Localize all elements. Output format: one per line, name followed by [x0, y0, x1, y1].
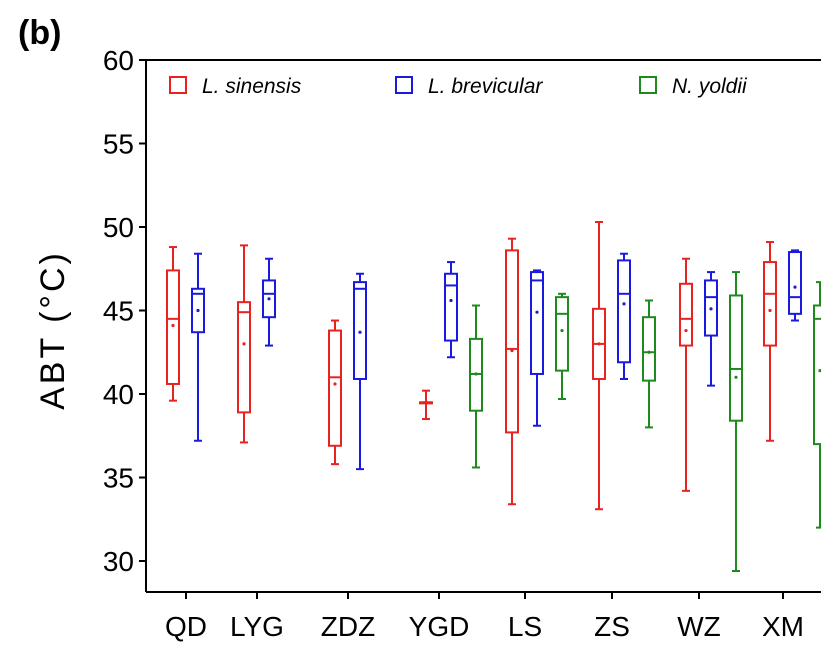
box-series [166, 220, 777, 511]
box-mark [592, 220, 606, 511]
y-tick-label: 30 [103, 546, 134, 577]
box-mark [353, 272, 367, 471]
box-mark [788, 249, 802, 322]
box-mark [328, 319, 342, 466]
axes: 30 35 40 45 50 55 60 QD LYG ZDZ YGD LS ZS WZ XM [103, 45, 821, 642]
mean-point [535, 310, 539, 314]
box-series [469, 271, 821, 573]
legend-swatch [169, 76, 187, 94]
mean-point [171, 323, 175, 328]
box-iqr [617, 259, 631, 364]
mean-point [793, 285, 797, 289]
box-iqr [530, 271, 544, 375]
mean-point [242, 342, 246, 346]
box-mark [617, 252, 631, 380]
box-mark [704, 271, 718, 387]
box-mark [262, 257, 276, 347]
y-tick-label: 35 [103, 463, 134, 494]
box-iqr [813, 304, 821, 446]
x-tick-label: WZ [677, 611, 721, 642]
box-iqr [788, 251, 802, 315]
box-iqr [328, 329, 342, 447]
panel-label: (b) [18, 14, 62, 52]
x-tick-label: LYG [230, 611, 284, 642]
box-mark [530, 269, 544, 427]
box-mark [729, 271, 743, 573]
mean-point [768, 308, 772, 313]
y-tick-label: 55 [103, 129, 134, 160]
x-tick-label: QD [165, 611, 207, 642]
y-tick-label: 40 [103, 379, 134, 410]
mean-point [560, 328, 564, 333]
box-mark [237, 244, 251, 444]
legend-swatch [639, 76, 657, 94]
box-iqr [679, 282, 693, 347]
mean-point [734, 375, 738, 379]
box-iqr [704, 279, 718, 337]
legend-label: L. sinensis [202, 75, 302, 98]
box-iqr [729, 294, 743, 422]
box-series-group [166, 220, 821, 573]
box-series [191, 249, 802, 471]
y-tick-label: 45 [103, 296, 134, 327]
mean-point [622, 302, 626, 306]
mean-point [684, 328, 688, 333]
x-tick-label: YGD [409, 611, 470, 642]
mean-point [818, 369, 821, 373]
box-iqr [642, 316, 656, 382]
legend: L. sinensis L. brevicular N. yoldii [169, 75, 748, 98]
mean-point [647, 350, 651, 354]
mean-point [597, 342, 601, 346]
box-iqr [237, 301, 251, 414]
legend-label: L. brevicular [428, 75, 543, 98]
mean-point [267, 297, 271, 301]
mean-point [709, 307, 713, 311]
legend-swatch [395, 76, 413, 94]
box-iqr [444, 272, 458, 342]
mean-point [358, 330, 362, 334]
box-mark [642, 299, 656, 429]
box-mark [505, 237, 519, 506]
box-mark [813, 281, 821, 529]
y-tick-label: 60 [103, 45, 134, 76]
box-mark [469, 304, 483, 469]
box-iqr [262, 279, 276, 319]
box-mark [166, 246, 180, 402]
mean-point [510, 348, 514, 353]
mean-point [474, 372, 478, 376]
y-tick-label: 50 [103, 212, 134, 243]
y-axis-label: ABT (°C) [34, 250, 72, 410]
legend-label: N. yoldii [672, 75, 748, 98]
box-iqr [763, 261, 777, 347]
mean-point [449, 298, 453, 303]
box-iqr [353, 281, 367, 380]
box-mark [419, 389, 433, 421]
box-iqr [555, 296, 569, 372]
box-mark [191, 252, 205, 442]
x-tick-label: ZS [594, 611, 630, 642]
x-tick-label: ZDZ [321, 611, 375, 642]
box-iqr [505, 249, 519, 434]
box-iqr [166, 269, 180, 385]
box-iqr [191, 287, 205, 334]
mean-point [196, 308, 200, 313]
box-mark [763, 241, 777, 442]
box-mark [444, 261, 458, 359]
x-tick-label: LS [508, 611, 542, 642]
box-mark [679, 257, 693, 492]
mean-point [424, 400, 428, 404]
box-mark [555, 292, 569, 401]
x-tick-label: XM [762, 611, 804, 642]
mean-point [333, 382, 337, 386]
